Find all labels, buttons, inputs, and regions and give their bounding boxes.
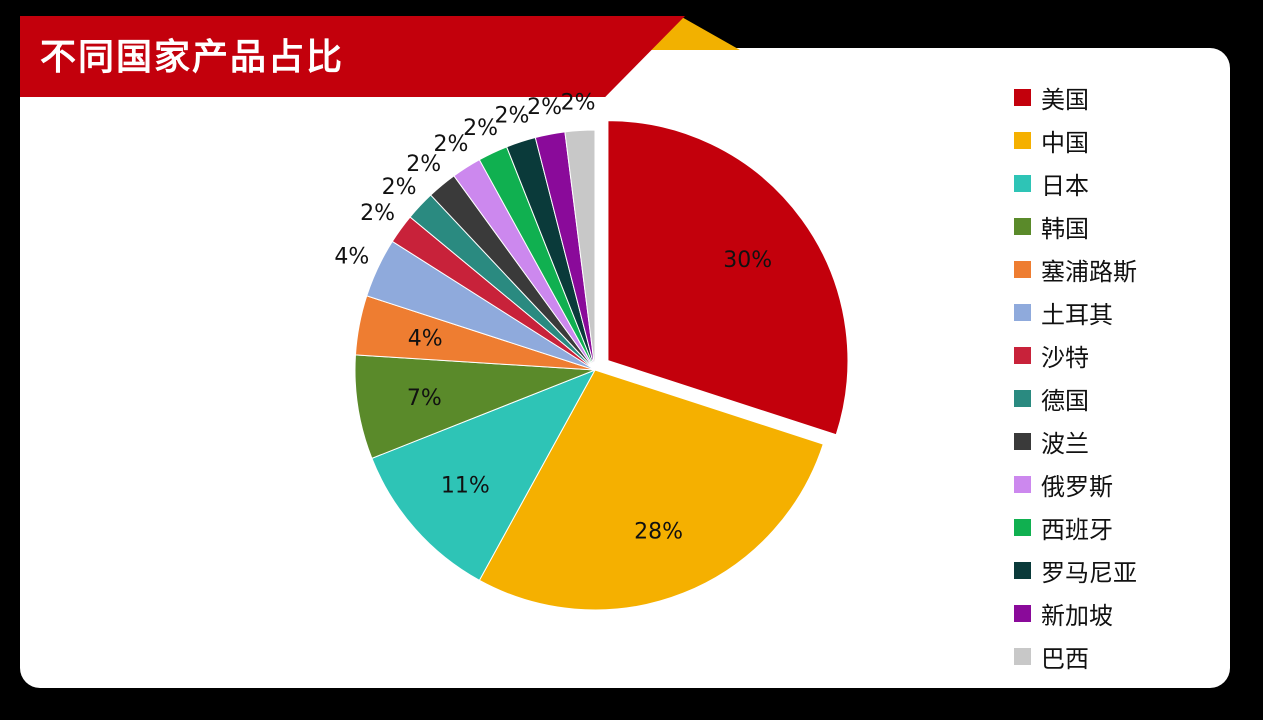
chart-title: 不同国家产品占比 <box>40 37 345 78</box>
legend-item: 巴西 <box>1014 635 1137 678</box>
legend-swatch <box>1014 218 1031 235</box>
legend-item: 波兰 <box>1014 420 1137 463</box>
legend-label: 罗马尼亚 <box>1041 559 1137 587</box>
legend-label: 美国 <box>1041 86 1089 114</box>
legend-swatch <box>1014 476 1031 493</box>
legend: 美国中国日本韩国塞浦路斯土耳其沙特德国波兰俄罗斯西班牙罗马尼亚新加坡巴西 <box>1014 76 1137 678</box>
legend-item: 罗马尼亚 <box>1014 549 1137 592</box>
legend-item: 西班牙 <box>1014 506 1137 549</box>
legend-swatch <box>1014 519 1031 536</box>
data-label-1: 28% <box>634 520 683 545</box>
data-label-10: 2% <box>463 116 498 141</box>
legend-item: 美国 <box>1014 76 1137 119</box>
legend-label: 中国 <box>1041 129 1089 157</box>
legend-label: 日本 <box>1041 172 1089 200</box>
legend-swatch <box>1014 605 1031 622</box>
legend-item: 新加坡 <box>1014 592 1137 635</box>
legend-label: 巴西 <box>1041 645 1089 673</box>
data-label-5: 4% <box>334 245 369 270</box>
pie-slice-13 <box>564 129 596 371</box>
legend-swatch <box>1014 562 1031 579</box>
legend-item: 土耳其 <box>1014 291 1137 334</box>
legend-swatch <box>1014 304 1031 321</box>
data-label-0: 30% <box>723 248 772 273</box>
legend-swatch <box>1014 648 1031 665</box>
pie-slice-0 <box>607 120 849 436</box>
legend-label: 西班牙 <box>1041 516 1113 544</box>
legend-swatch <box>1014 89 1031 106</box>
legend-label: 塞浦路斯 <box>1041 258 1137 286</box>
legend-swatch <box>1014 132 1031 149</box>
legend-label: 波兰 <box>1041 430 1089 458</box>
data-label-9: 2% <box>434 132 469 157</box>
legend-label: 新加坡 <box>1041 602 1113 630</box>
legend-swatch <box>1014 433 1031 450</box>
pie-slice-2 <box>371 369 597 581</box>
data-label-3: 7% <box>407 386 442 411</box>
legend-item: 日本 <box>1014 162 1137 205</box>
data-label-6: 2% <box>360 201 395 226</box>
legend-item: 中国 <box>1014 119 1137 162</box>
data-label-13: 2% <box>561 91 596 116</box>
legend-label: 沙特 <box>1041 344 1089 372</box>
legend-item: 塞浦路斯 <box>1014 248 1137 291</box>
legend-item: 德国 <box>1014 377 1137 420</box>
legend-item: 俄罗斯 <box>1014 463 1137 506</box>
legend-label: 德国 <box>1041 387 1089 415</box>
data-label-4: 4% <box>408 327 443 352</box>
legend-swatch <box>1014 261 1031 278</box>
pie-slice-1 <box>478 369 824 611</box>
pie-slice-3 <box>354 354 596 459</box>
data-label-12: 2% <box>527 95 562 120</box>
legend-label: 韩国 <box>1041 215 1089 243</box>
legend-swatch <box>1014 390 1031 407</box>
legend-label: 土耳其 <box>1041 301 1113 329</box>
legend-swatch <box>1014 175 1031 192</box>
title-banner <box>20 16 685 97</box>
legend-swatch <box>1014 347 1031 364</box>
legend-item: 韩国 <box>1014 205 1137 248</box>
data-label-8: 2% <box>406 152 441 177</box>
data-label-11: 2% <box>494 103 529 128</box>
data-label-7: 2% <box>382 175 417 200</box>
data-label-2: 11% <box>441 473 490 498</box>
legend-item: 沙特 <box>1014 334 1137 377</box>
legend-label: 俄罗斯 <box>1041 473 1113 501</box>
